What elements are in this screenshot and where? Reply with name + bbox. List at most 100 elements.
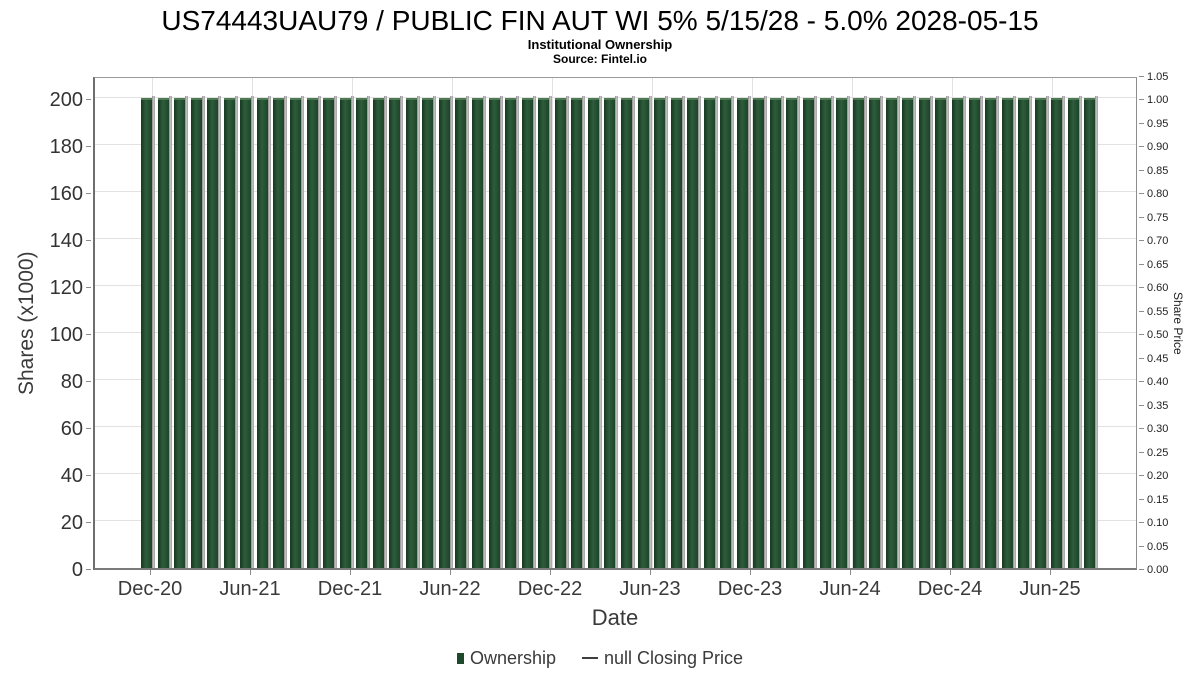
bar[interactable]: [1001, 96, 1016, 568]
y-left-tickmark: [86, 569, 91, 570]
bar[interactable]: [240, 96, 255, 568]
bar-side-shade: [168, 96, 172, 568]
bar-side-shade: [516, 96, 520, 568]
bar[interactable]: [1067, 96, 1082, 568]
bar[interactable]: [488, 96, 503, 568]
bar[interactable]: [902, 96, 917, 568]
y-left-tick-label: 0: [71, 559, 83, 581]
bar[interactable]: [736, 96, 751, 568]
bar-body: [174, 98, 186, 568]
bar[interactable]: [869, 96, 884, 568]
bar[interactable]: [918, 96, 933, 568]
bar[interactable]: [571, 96, 586, 568]
bar[interactable]: [207, 96, 222, 568]
bar[interactable]: [670, 96, 685, 568]
bar[interactable]: [951, 96, 966, 568]
y-right-tick-label: 0.25: [1147, 446, 1169, 459]
bar[interactable]: [472, 96, 486, 568]
bar[interactable]: [289, 96, 304, 568]
legend-square-marker-icon: [456, 652, 464, 664]
y-left-tick-label: 120: [49, 277, 83, 300]
bar[interactable]: [819, 96, 834, 568]
bar[interactable]: [306, 96, 321, 568]
x-tick-label: Dec-22: [517, 578, 583, 600]
bar[interactable]: [323, 96, 338, 568]
bar[interactable]: [1051, 96, 1066, 568]
bar[interactable]: [604, 96, 619, 568]
bar-body: [985, 98, 997, 568]
bar-body: [472, 98, 483, 568]
y-left-tick-label: 80: [60, 371, 83, 394]
y-right-tick-label: 0.15: [1147, 493, 1169, 506]
bar[interactable]: [753, 96, 768, 568]
bar[interactable]: [703, 96, 718, 568]
bar[interactable]: [852, 96, 867, 568]
gridline-vertical: [552, 78, 553, 568]
bar-body: [935, 98, 947, 568]
bar[interactable]: [885, 96, 900, 568]
bar-body: [836, 98, 848, 568]
bar[interactable]: [356, 96, 371, 568]
bar[interactable]: [637, 96, 652, 568]
bar[interactable]: [455, 96, 470, 568]
bar[interactable]: [273, 96, 288, 568]
bar-body: [587, 98, 599, 568]
bar[interactable]: [141, 96, 155, 568]
bar[interactable]: [505, 96, 520, 568]
bar[interactable]: [786, 96, 801, 568]
bar[interactable]: [985, 96, 1000, 568]
bar-side-shade: [665, 96, 669, 568]
bar[interactable]: [223, 96, 238, 568]
bar[interactable]: [538, 96, 553, 568]
bar[interactable]: [720, 96, 735, 568]
bar[interactable]: [587, 96, 602, 568]
y-left-tickmark: [86, 522, 91, 524]
bar[interactable]: [1084, 96, 1099, 568]
y-right-tickmark: [1139, 193, 1144, 195]
y-right-tickmark: [1139, 146, 1144, 148]
bar-side-shade: [780, 96, 784, 568]
bar[interactable]: [968, 96, 983, 568]
bar-side-shade: [416, 96, 420, 568]
bar[interactable]: [687, 96, 702, 568]
bar-side-shade: [201, 96, 205, 568]
y-right-tick-label: 0.35: [1147, 399, 1169, 412]
bar[interactable]: [1018, 96, 1033, 568]
bar-side-shade: [532, 96, 536, 568]
bar[interactable]: [803, 96, 817, 568]
bar[interactable]: [422, 96, 437, 568]
bar[interactable]: [174, 96, 189, 568]
bar-side-shade: [747, 96, 751, 568]
bar[interactable]: [405, 96, 420, 568]
y-right-tickmark: [1139, 381, 1144, 383]
bar[interactable]: [836, 96, 851, 568]
bar-side-shade: [814, 96, 817, 568]
x-axis-label: Date: [591, 605, 639, 630]
y-right-tickmark: [1139, 122, 1144, 124]
bar[interactable]: [256, 96, 271, 568]
bar[interactable]: [438, 96, 453, 568]
bar[interactable]: [935, 96, 950, 568]
bar[interactable]: [521, 96, 536, 568]
bar[interactable]: [372, 96, 387, 568]
bar[interactable]: [339, 96, 354, 568]
bar[interactable]: [389, 96, 404, 568]
bar-side-shade: [582, 96, 586, 568]
y-right-tick-label: 0.95: [1147, 117, 1169, 130]
bar[interactable]: [654, 96, 669, 568]
y-right-tickmark: [1139, 334, 1144, 336]
bar[interactable]: [1034, 96, 1049, 568]
y-right-tickmark: [1139, 569, 1144, 570]
bar-side-shade: [880, 96, 884, 568]
y-right-tick-label: 0.20: [1147, 470, 1169, 483]
legend-item-null-closing-price[interactable]: null Closing Price: [581, 648, 743, 669]
bar[interactable]: [620, 96, 635, 568]
bar-body: [869, 98, 881, 568]
bar[interactable]: [554, 96, 569, 568]
bar[interactable]: [190, 96, 205, 568]
bar-body: [521, 98, 533, 568]
bar[interactable]: [157, 96, 172, 568]
bar[interactable]: [769, 96, 784, 568]
legend-item-ownership[interactable]: Ownership: [456, 648, 556, 669]
